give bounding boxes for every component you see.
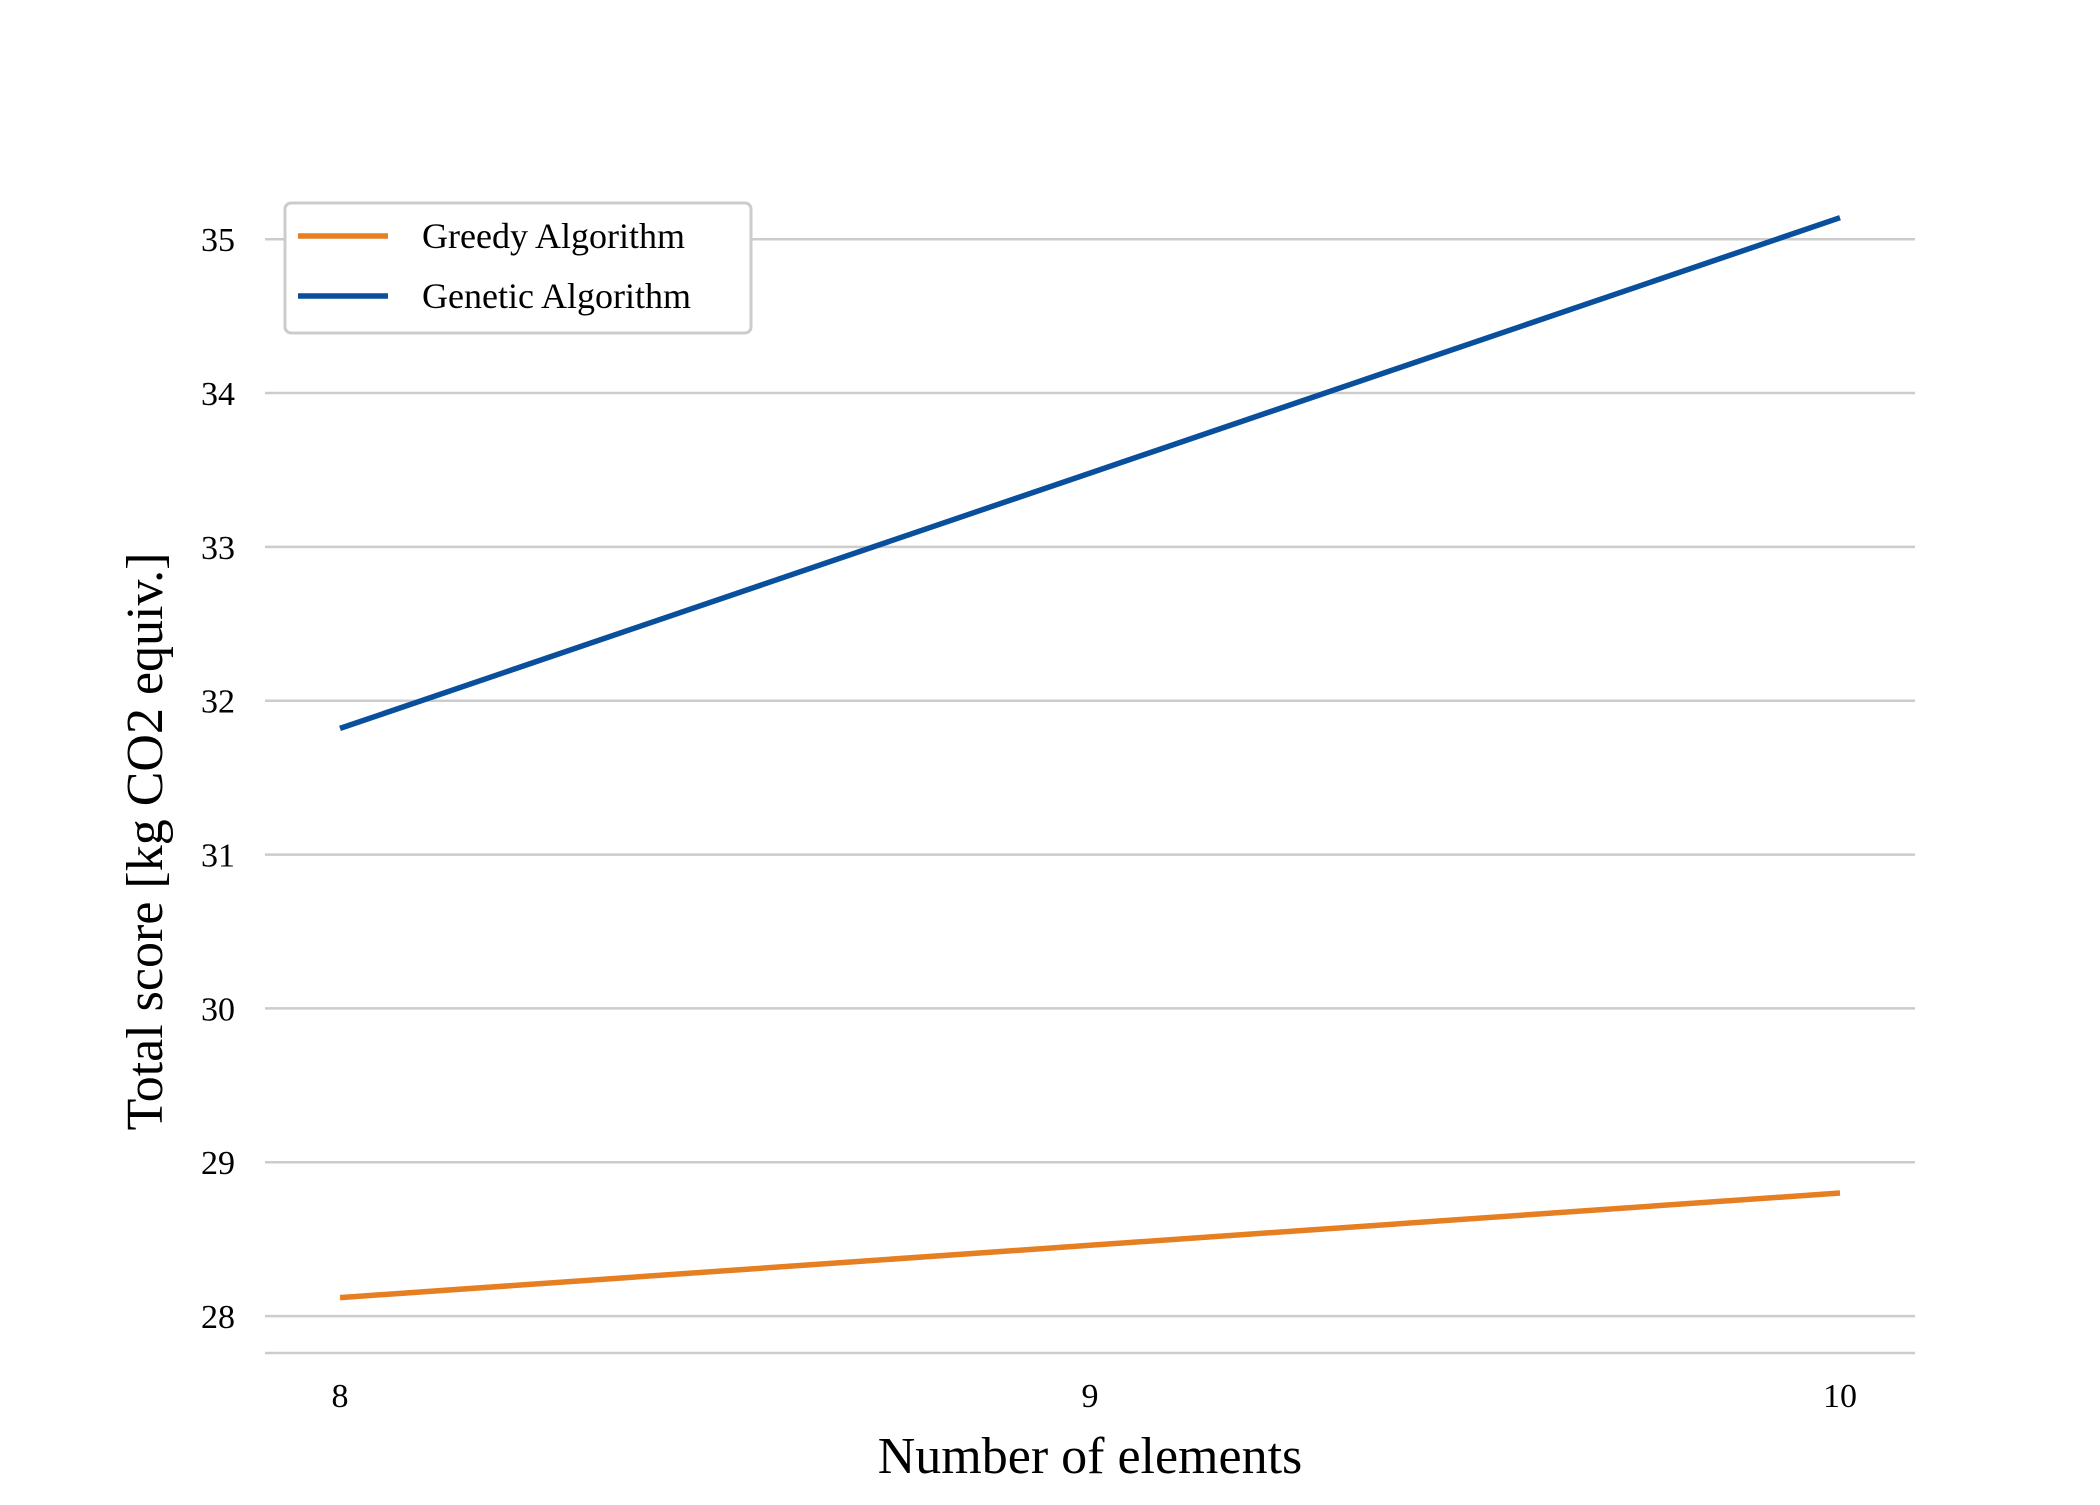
greedy-algorithm-line [339,1190,1841,1301]
y-tick-label: 31 [201,838,235,875]
y-tick-label: 28 [201,1299,235,1336]
x-tick-label: 8 [332,1378,349,1415]
x-tick-label: 10 [1823,1378,1857,1415]
y-axis-label: Total score [kg CO2 equiv.] [117,553,174,1131]
series-lines [339,215,1841,1301]
y-tick-label: 34 [201,376,235,413]
legend-frame [283,201,753,335]
genetic-algorithm-legend-label: Genetic Algorithm [422,276,691,316]
y-tick-label: 30 [201,991,235,1028]
x-tick-label: 9 [1082,1378,1099,1415]
legend: Greedy Algorithm Genetic Algorithm [283,201,753,335]
y-tick-label: 33 [201,530,235,567]
genetic-algorithm-line [339,215,1841,732]
y-tick-label: 32 [201,684,235,721]
y-tick-labels: 28 29 30 31 32 33 34 35 [201,222,235,1336]
y-tick-label: 29 [201,1145,235,1182]
y-tick-label: 35 [201,222,235,259]
greedy-algorithm-legend-label: Greedy Algorithm [422,216,685,256]
x-tick-labels: 8 9 10 [332,1378,1858,1415]
x-axis-label: Number of elements [878,1428,1303,1485]
grid-lines [265,237,1915,1318]
